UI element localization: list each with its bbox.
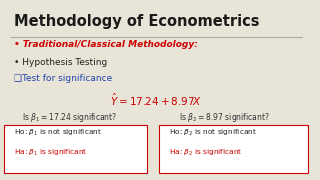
Text: Ho: $\boldsymbol{\beta_1}$ is not significant: Ho: $\boldsymbol{\beta_1}$ is not signif… bbox=[14, 128, 102, 138]
FancyBboxPatch shape bbox=[159, 125, 308, 173]
Text: • Hypothesis Testing: • Hypothesis Testing bbox=[14, 58, 107, 67]
Text: Is $\beta_1 = 17.24$ significant?: Is $\beta_1 = 17.24$ significant? bbox=[22, 111, 117, 124]
Text: Is $\beta_2 = 8.97$ significant?: Is $\beta_2 = 8.97$ significant? bbox=[179, 111, 270, 124]
Text: Ho: $\boldsymbol{\beta_2}$ is not significant: Ho: $\boldsymbol{\beta_2}$ is not signif… bbox=[169, 128, 257, 138]
Text: Ha: $\boldsymbol{\beta_2}$ is significant: Ha: $\boldsymbol{\beta_2}$ is significan… bbox=[169, 148, 242, 158]
Text: Methodology of Econometrics: Methodology of Econometrics bbox=[14, 14, 259, 29]
Text: $\hat{Y} = 17.24 + 8.97X$: $\hat{Y} = 17.24 + 8.97X$ bbox=[110, 92, 202, 108]
Text: • Traditional/Classical Methodology:: • Traditional/Classical Methodology: bbox=[14, 40, 198, 49]
Text: Ha: $\boldsymbol{\beta_1}$ is significant: Ha: $\boldsymbol{\beta_1}$ is significan… bbox=[14, 148, 87, 158]
FancyBboxPatch shape bbox=[4, 125, 147, 173]
Text: ❑Test for significance: ❑Test for significance bbox=[14, 74, 112, 83]
